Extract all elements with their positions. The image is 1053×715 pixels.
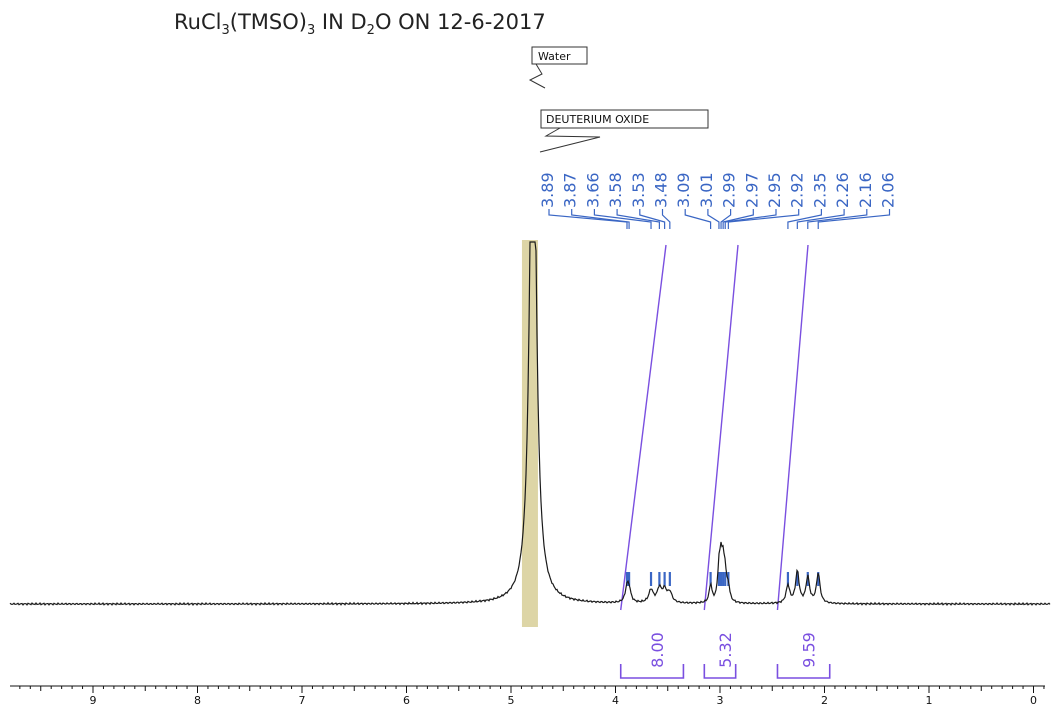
annotation-water: Water — [538, 50, 571, 63]
peak-label: 2.35 — [810, 172, 829, 208]
peak-connector — [616, 209, 660, 229]
peak-label: 2.99 — [720, 172, 739, 208]
peak-connector — [817, 209, 891, 229]
peak-connector — [807, 209, 868, 229]
peak-label: 3.53 — [629, 172, 648, 208]
peak-label: 2.95 — [765, 172, 784, 208]
peak-connector — [707, 209, 720, 229]
peak-connector — [724, 209, 777, 229]
integral-curve — [620, 244, 667, 611]
x-tick-label: 2 — [821, 694, 828, 707]
peak-connector — [796, 209, 845, 229]
annotation-box — [531, 46, 588, 65]
peak-label: 2.26 — [833, 172, 852, 208]
peak-label: 2.97 — [742, 172, 761, 208]
x-tick-label: 7 — [299, 694, 306, 707]
annotation-deuterium-oxide: DEUTERIUM OXIDE — [546, 113, 649, 126]
peak-label: 2.06 — [879, 172, 898, 208]
peak-connector — [639, 209, 666, 229]
integral-bracket — [619, 664, 685, 679]
spectrum-trace — [9, 241, 1051, 606]
integral-bracket — [776, 664, 831, 679]
peak-connector — [722, 209, 754, 229]
peak-label: 2.16 — [856, 172, 875, 208]
solvent-band — [521, 240, 538, 627]
peak-label: 3.09 — [674, 172, 693, 208]
x-tick-label: 5 — [508, 694, 515, 707]
peak-connector — [787, 209, 822, 229]
peak-connector — [593, 209, 652, 229]
peak-connector — [661, 209, 671, 229]
peak-connector — [571, 209, 630, 229]
annotation-leader — [539, 127, 601, 153]
annotation-box — [540, 109, 709, 129]
x-tick-label: 6 — [403, 694, 410, 707]
x-tick-label: 3 — [717, 694, 724, 707]
peak-label: 2.92 — [788, 172, 807, 208]
integral-value: 9.59 — [800, 632, 819, 668]
integral-value: 8.00 — [648, 632, 667, 668]
integral-value: 5.32 — [716, 632, 735, 668]
peak-label: 3.87 — [561, 172, 580, 208]
x-tick-label: 1 — [926, 694, 933, 707]
integral-curve — [703, 244, 739, 611]
integral-curve — [776, 244, 809, 611]
peak-label: 3.58 — [606, 172, 625, 208]
peak-connector — [548, 209, 628, 229]
peak-label: 3.89 — [538, 172, 557, 208]
peak-connector — [720, 209, 732, 229]
x-tick-label: 8 — [194, 694, 201, 707]
peak-label: 3.66 — [583, 172, 602, 208]
peak-label: 3.48 — [652, 172, 671, 208]
x-tick-label: 9 — [90, 694, 97, 707]
x-tick-label: 0 — [1030, 694, 1037, 707]
annotation-leader — [528, 63, 546, 89]
chart-title: RuCl3(TMSO)3 IN D2O ON 12-6-2017 — [174, 10, 546, 39]
x-tick-label: 4 — [612, 694, 619, 707]
integral-bracket — [703, 664, 737, 679]
peak-connector — [684, 209, 712, 229]
peak-connector — [727, 209, 800, 229]
peak-label: 3.01 — [697, 172, 716, 208]
